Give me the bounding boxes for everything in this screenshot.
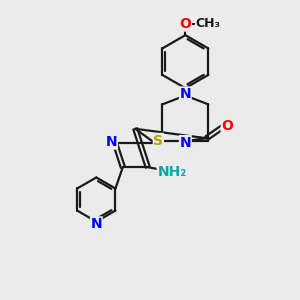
Text: N: N — [106, 135, 117, 149]
Text: N: N — [91, 217, 102, 231]
Text: NH₂: NH₂ — [157, 165, 187, 178]
Text: N: N — [179, 136, 191, 150]
Text: O: O — [179, 17, 191, 31]
Text: CH₃: CH₃ — [196, 17, 220, 31]
Text: O: O — [221, 118, 233, 133]
Text: S: S — [153, 134, 164, 148]
Text: N: N — [179, 87, 191, 101]
